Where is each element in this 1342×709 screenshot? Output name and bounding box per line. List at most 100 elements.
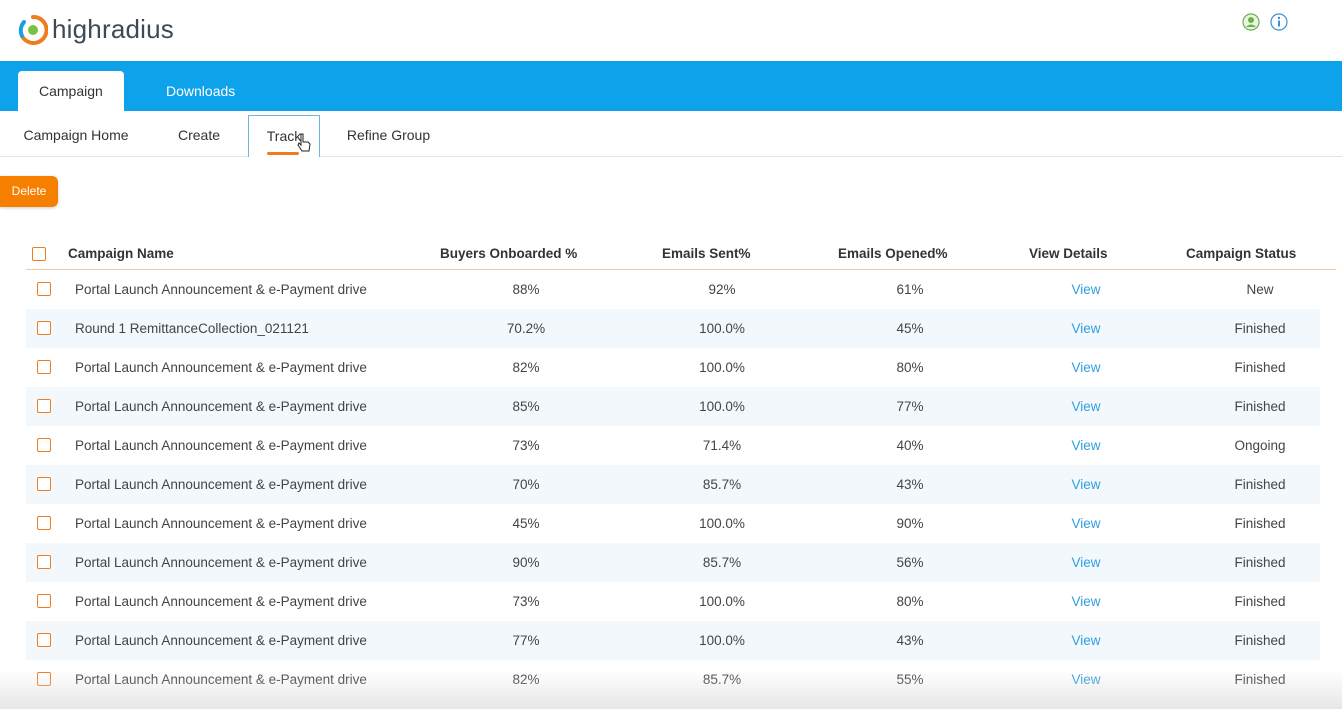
campaign-table: Campaign Name Buyers Onboarded % Emails …: [26, 235, 1336, 699]
view-details-link[interactable]: View: [1071, 438, 1101, 453]
table-row[interactable]: Portal Launch Announcement & e-Payment d…: [26, 387, 1320, 426]
cell-emails-sent: 85.7%: [702, 555, 742, 570]
table-row[interactable]: Portal Launch Announcement & e-Payment d…: [26, 582, 1320, 621]
main-tab-bar: Campaign Downloads: [0, 61, 1342, 111]
subnav-create[interactable]: Create: [177, 127, 221, 143]
cell-buyers-onboarded: 77%: [512, 633, 540, 648]
header-buyers-onboarded[interactable]: Buyers Onboarded %: [440, 246, 578, 261]
cell-emails-opened: 56%: [896, 555, 924, 570]
cell-campaign-name: Portal Launch Announcement & e-Payment d…: [75, 555, 367, 570]
cell-campaign-name: Portal Launch Announcement & e-Payment d…: [75, 633, 367, 648]
view-details-link[interactable]: View: [1071, 633, 1101, 648]
select-all-checkbox[interactable]: [32, 247, 46, 261]
row-checkbox[interactable]: [37, 516, 51, 530]
cell-emails-sent: 71.4%: [702, 438, 742, 453]
table-row[interactable]: Portal Launch Announcement & e-Payment d…: [26, 426, 1320, 465]
row-checkbox[interactable]: [37, 282, 51, 296]
cell-campaign-status: Finished: [1234, 321, 1286, 336]
view-details-link[interactable]: View: [1071, 360, 1101, 375]
brand-name: highradius: [52, 14, 174, 44]
cell-buyers-onboarded: 70%: [512, 477, 540, 492]
top-icons: [1242, 13, 1288, 31]
cell-emails-opened: 90%: [896, 516, 924, 531]
cell-emails-sent: 85.7%: [702, 672, 742, 687]
row-checkbox[interactable]: [37, 321, 51, 335]
row-checkbox[interactable]: [37, 438, 51, 452]
cell-buyers-onboarded: 82%: [512, 360, 540, 375]
cell-campaign-status: Finished: [1234, 633, 1286, 648]
active-tab-indicator: [267, 152, 299, 155]
cell-buyers-onboarded: 70.2%: [506, 321, 546, 336]
row-checkbox[interactable]: [37, 594, 51, 608]
view-details-link[interactable]: View: [1071, 555, 1101, 570]
cell-buyers-onboarded: 73%: [512, 594, 540, 609]
cell-emails-sent: 100.0%: [699, 633, 745, 648]
cell-campaign-name: Portal Launch Announcement & e-Payment d…: [75, 282, 367, 297]
table-row[interactable]: Portal Launch Announcement & e-Payment d…: [26, 270, 1320, 309]
header-campaign-status[interactable]: Campaign Status: [1186, 246, 1297, 261]
row-checkbox[interactable]: [37, 360, 51, 374]
cell-emails-opened: 77%: [896, 399, 924, 414]
brand-logo[interactable]: highradius: [18, 14, 174, 45]
subnav-refine-group[interactable]: Refine Group: [346, 127, 431, 143]
view-details-link[interactable]: View: [1071, 594, 1101, 609]
cell-campaign-name: Portal Launch Announcement & e-Payment d…: [75, 477, 367, 492]
hand-cursor-icon: [297, 133, 311, 152]
cell-emails-sent: 100.0%: [699, 594, 745, 609]
view-details-link[interactable]: View: [1071, 321, 1101, 336]
row-checkbox[interactable]: [37, 555, 51, 569]
header-emails-sent[interactable]: Emails Sent%: [662, 246, 751, 261]
cell-emails-sent: 100.0%: [699, 399, 745, 414]
cell-buyers-onboarded: 45%: [512, 516, 540, 531]
cell-campaign-status: Finished: [1234, 360, 1286, 375]
table-row[interactable]: Round 1 RemittanceCollection_021121 70.2%…: [26, 309, 1320, 348]
delete-button[interactable]: Delete: [0, 176, 58, 207]
row-checkbox[interactable]: [37, 399, 51, 413]
table-row[interactable]: Portal Launch Announcement & e-Payment d…: [26, 465, 1320, 504]
cell-campaign-status: Finished: [1234, 477, 1286, 492]
cell-campaign-status: New: [1246, 282, 1274, 297]
cell-campaign-status: Finished: [1234, 516, 1286, 531]
cell-emails-opened: 43%: [896, 633, 924, 648]
cell-emails-opened: 40%: [896, 438, 924, 453]
table-row[interactable]: Portal Launch Announcement & e-Payment d…: [26, 348, 1320, 387]
view-details-link[interactable]: View: [1071, 399, 1101, 414]
table-body: Portal Launch Announcement & e-Payment d…: [26, 270, 1336, 699]
cell-buyers-onboarded: 90%: [512, 555, 540, 570]
header-campaign-name[interactable]: Campaign Name: [68, 246, 174, 261]
cell-campaign-name: Portal Launch Announcement & e-Payment d…: [75, 360, 367, 375]
info-icon[interactable]: [1270, 13, 1288, 31]
table-row[interactable]: Portal Launch Announcement & e-Payment d…: [26, 543, 1320, 582]
cell-buyers-onboarded: 85%: [512, 399, 540, 414]
view-details-link[interactable]: View: [1071, 282, 1101, 297]
header-emails-opened[interactable]: Emails Opened%: [838, 246, 948, 261]
view-details-link[interactable]: View: [1071, 516, 1101, 531]
tab-campaign[interactable]: Campaign: [18, 71, 124, 111]
row-checkbox[interactable]: [37, 672, 51, 686]
cell-emails-sent: 100.0%: [699, 321, 745, 336]
cell-buyers-onboarded: 88%: [512, 282, 540, 297]
row-checkbox[interactable]: [37, 477, 51, 491]
cell-emails-opened: 55%: [896, 672, 924, 687]
cell-emails-opened: 43%: [896, 477, 924, 492]
cell-campaign-status: Finished: [1234, 399, 1286, 414]
row-checkbox[interactable]: [37, 633, 51, 647]
cell-buyers-onboarded: 73%: [512, 438, 540, 453]
subnav-track[interactable]: Track: [248, 115, 320, 157]
tab-downloads[interactable]: Downloads: [166, 83, 236, 99]
cell-campaign-status: Finished: [1234, 594, 1286, 609]
view-details-link[interactable]: View: [1071, 672, 1101, 687]
subnav-campaign-home[interactable]: Campaign Home: [23, 127, 129, 143]
logo-icon: [18, 14, 48, 45]
user-icon[interactable]: [1242, 13, 1260, 31]
table-row[interactable]: Portal Launch Announcement & e-Payment d…: [26, 504, 1320, 543]
table-row[interactable]: Portal Launch Announcement & e-Payment d…: [26, 660, 1320, 699]
cell-emails-opened: 80%: [896, 594, 924, 609]
cell-campaign-name: Portal Launch Announcement & e-Payment d…: [75, 594, 367, 609]
table-row[interactable]: Portal Launch Announcement & e-Payment d…: [26, 621, 1320, 660]
cell-emails-sent: 85.7%: [702, 477, 742, 492]
cell-emails-sent: 100.0%: [699, 360, 745, 375]
top-bar: highradius: [0, 0, 1342, 61]
table-header: Campaign Name Buyers Onboarded % Emails …: [26, 235, 1336, 270]
view-details-link[interactable]: View: [1071, 477, 1101, 492]
